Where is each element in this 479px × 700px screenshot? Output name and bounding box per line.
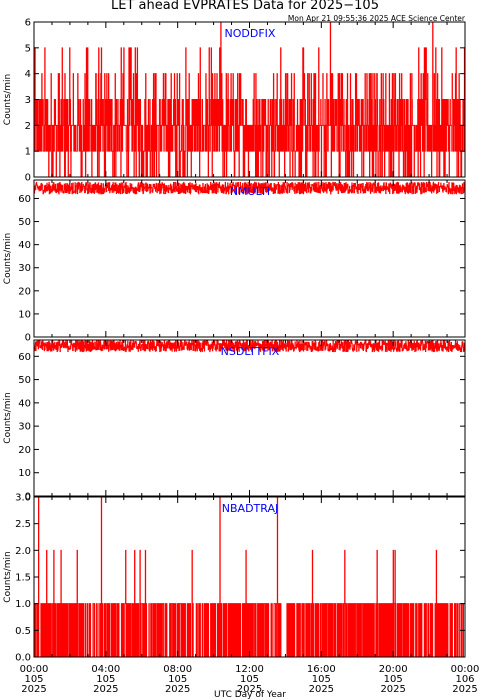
- panel-noddfix: 0 1 2 3 4 5 6 Counts/min NODDFIX: [3, 18, 466, 184]
- timestamp: Mon Apr 21 09:55:36 2025 ACE Science Cen…: [288, 14, 466, 23]
- panel-label: NODDFIX: [225, 27, 276, 40]
- y-tick-label: 2.5: [15, 519, 31, 530]
- x-tick-label: 2025: [452, 684, 477, 695]
- y-tick-label: 60: [18, 194, 31, 205]
- y-tick-label: 0.0: [15, 653, 31, 664]
- panels: 0 1 2 3 4 5 6 Counts/min NODDFIX 0 10 20 30 40 50 60 Cou…: [3, 18, 466, 664]
- x-tick-label: 20:00: [379, 664, 408, 675]
- y-tick-label: 40: [18, 398, 31, 409]
- series-trace-nmulti: [34, 181, 465, 195]
- y-tick-label: 0: [25, 492, 31, 503]
- y-tick-label: 6: [25, 18, 31, 29]
- series-trace-noddfix: [34, 22, 465, 177]
- y-tick-label: 1.0: [15, 599, 31, 610]
- x-tick-label: 2025: [309, 684, 334, 695]
- x-tick-label: 04:00: [91, 664, 120, 675]
- y-tick-label: 40: [18, 240, 31, 251]
- y-tick-label: 50: [18, 217, 31, 228]
- panel-nbadtraj: 0.0 0.5 1.0 1.5 2.0 2.5 3.0 Counts/min NBADTRAJ: [3, 493, 466, 664]
- x-tick-label: 2025: [21, 684, 46, 695]
- y-tick-label: 10: [18, 468, 31, 479]
- y-tick-label: 50: [18, 375, 31, 386]
- plot-frame: [33, 339, 466, 497]
- y-tick-label: 2.0: [15, 546, 31, 557]
- y-tick-label: 1: [25, 147, 31, 158]
- y-tick-label: 10: [18, 309, 31, 320]
- y-tick-label: 60: [18, 352, 31, 363]
- x-tick-label: 12:00: [235, 664, 264, 675]
- y-axis-label: Counts/min: [3, 392, 13, 443]
- x-tick-label: 106: [455, 674, 474, 685]
- x-tick-label: 00:00: [20, 664, 49, 675]
- x-tick-label: 00:00: [451, 664, 479, 675]
- x-tick-label: 08:00: [163, 664, 192, 675]
- panel-label: NMULTI: [230, 185, 270, 198]
- x-tick-label: 105: [96, 674, 115, 685]
- y-tick-label: 0: [25, 173, 31, 184]
- y-tick-label: 1.5: [15, 573, 31, 584]
- y-tick-label: 2: [25, 121, 31, 132]
- y-tick-label: 20: [18, 286, 31, 297]
- x-tick-labels: 00:00105202504:00105202508:00105202512:0…: [20, 664, 479, 695]
- y-axis-label: Counts/min: [3, 551, 13, 602]
- y-axis-label: Counts/min: [3, 233, 13, 284]
- x-tick-label: 105: [168, 674, 187, 685]
- y-tick-label: 20: [18, 445, 31, 456]
- panel-nsdlttfix: 0 10 20 30 40 50 60 Counts/min NSDLTTFIX: [3, 339, 466, 503]
- x-tick-label: 105: [24, 674, 43, 685]
- x-tick-label: 105: [384, 674, 403, 685]
- x-tick-label: 2025: [93, 684, 118, 695]
- y-tick-label: 5: [25, 43, 31, 54]
- x-tick-label: 2025: [237, 684, 262, 695]
- x-tick-label: 2025: [380, 684, 405, 695]
- x-axis-label: UTC Day of Year: [214, 690, 286, 700]
- chart-title: LET ahead EVPRATES Data for 2025−105: [111, 0, 379, 13]
- panel-nmulti: 0 10 20 30 40 50 60 Counts/min NMULTI: [3, 179, 466, 344]
- panel-label: NBADTRAJ: [222, 502, 278, 515]
- y-tick-label: 4: [25, 69, 31, 80]
- y-axis-label: Counts/min: [3, 74, 13, 125]
- panel-label: NSDLTTFIX: [221, 345, 280, 358]
- x-tick-label: 16:00: [307, 664, 336, 675]
- y-tick-label: 3.0: [15, 493, 31, 504]
- y-tick-label: 30: [18, 263, 31, 274]
- y-tick-label: 0: [25, 333, 31, 344]
- series-trace-nbadtraj: [34, 497, 465, 657]
- plot-frame: [33, 179, 466, 338]
- y-tick-label: 3: [25, 95, 31, 106]
- x-tick-label: 105: [312, 674, 331, 685]
- y-tick-label: 30: [18, 422, 31, 433]
- x-tick-label: 2025: [165, 684, 190, 695]
- x-tick-label: 105: [240, 674, 259, 685]
- y-tick-label: 0.5: [15, 626, 31, 637]
